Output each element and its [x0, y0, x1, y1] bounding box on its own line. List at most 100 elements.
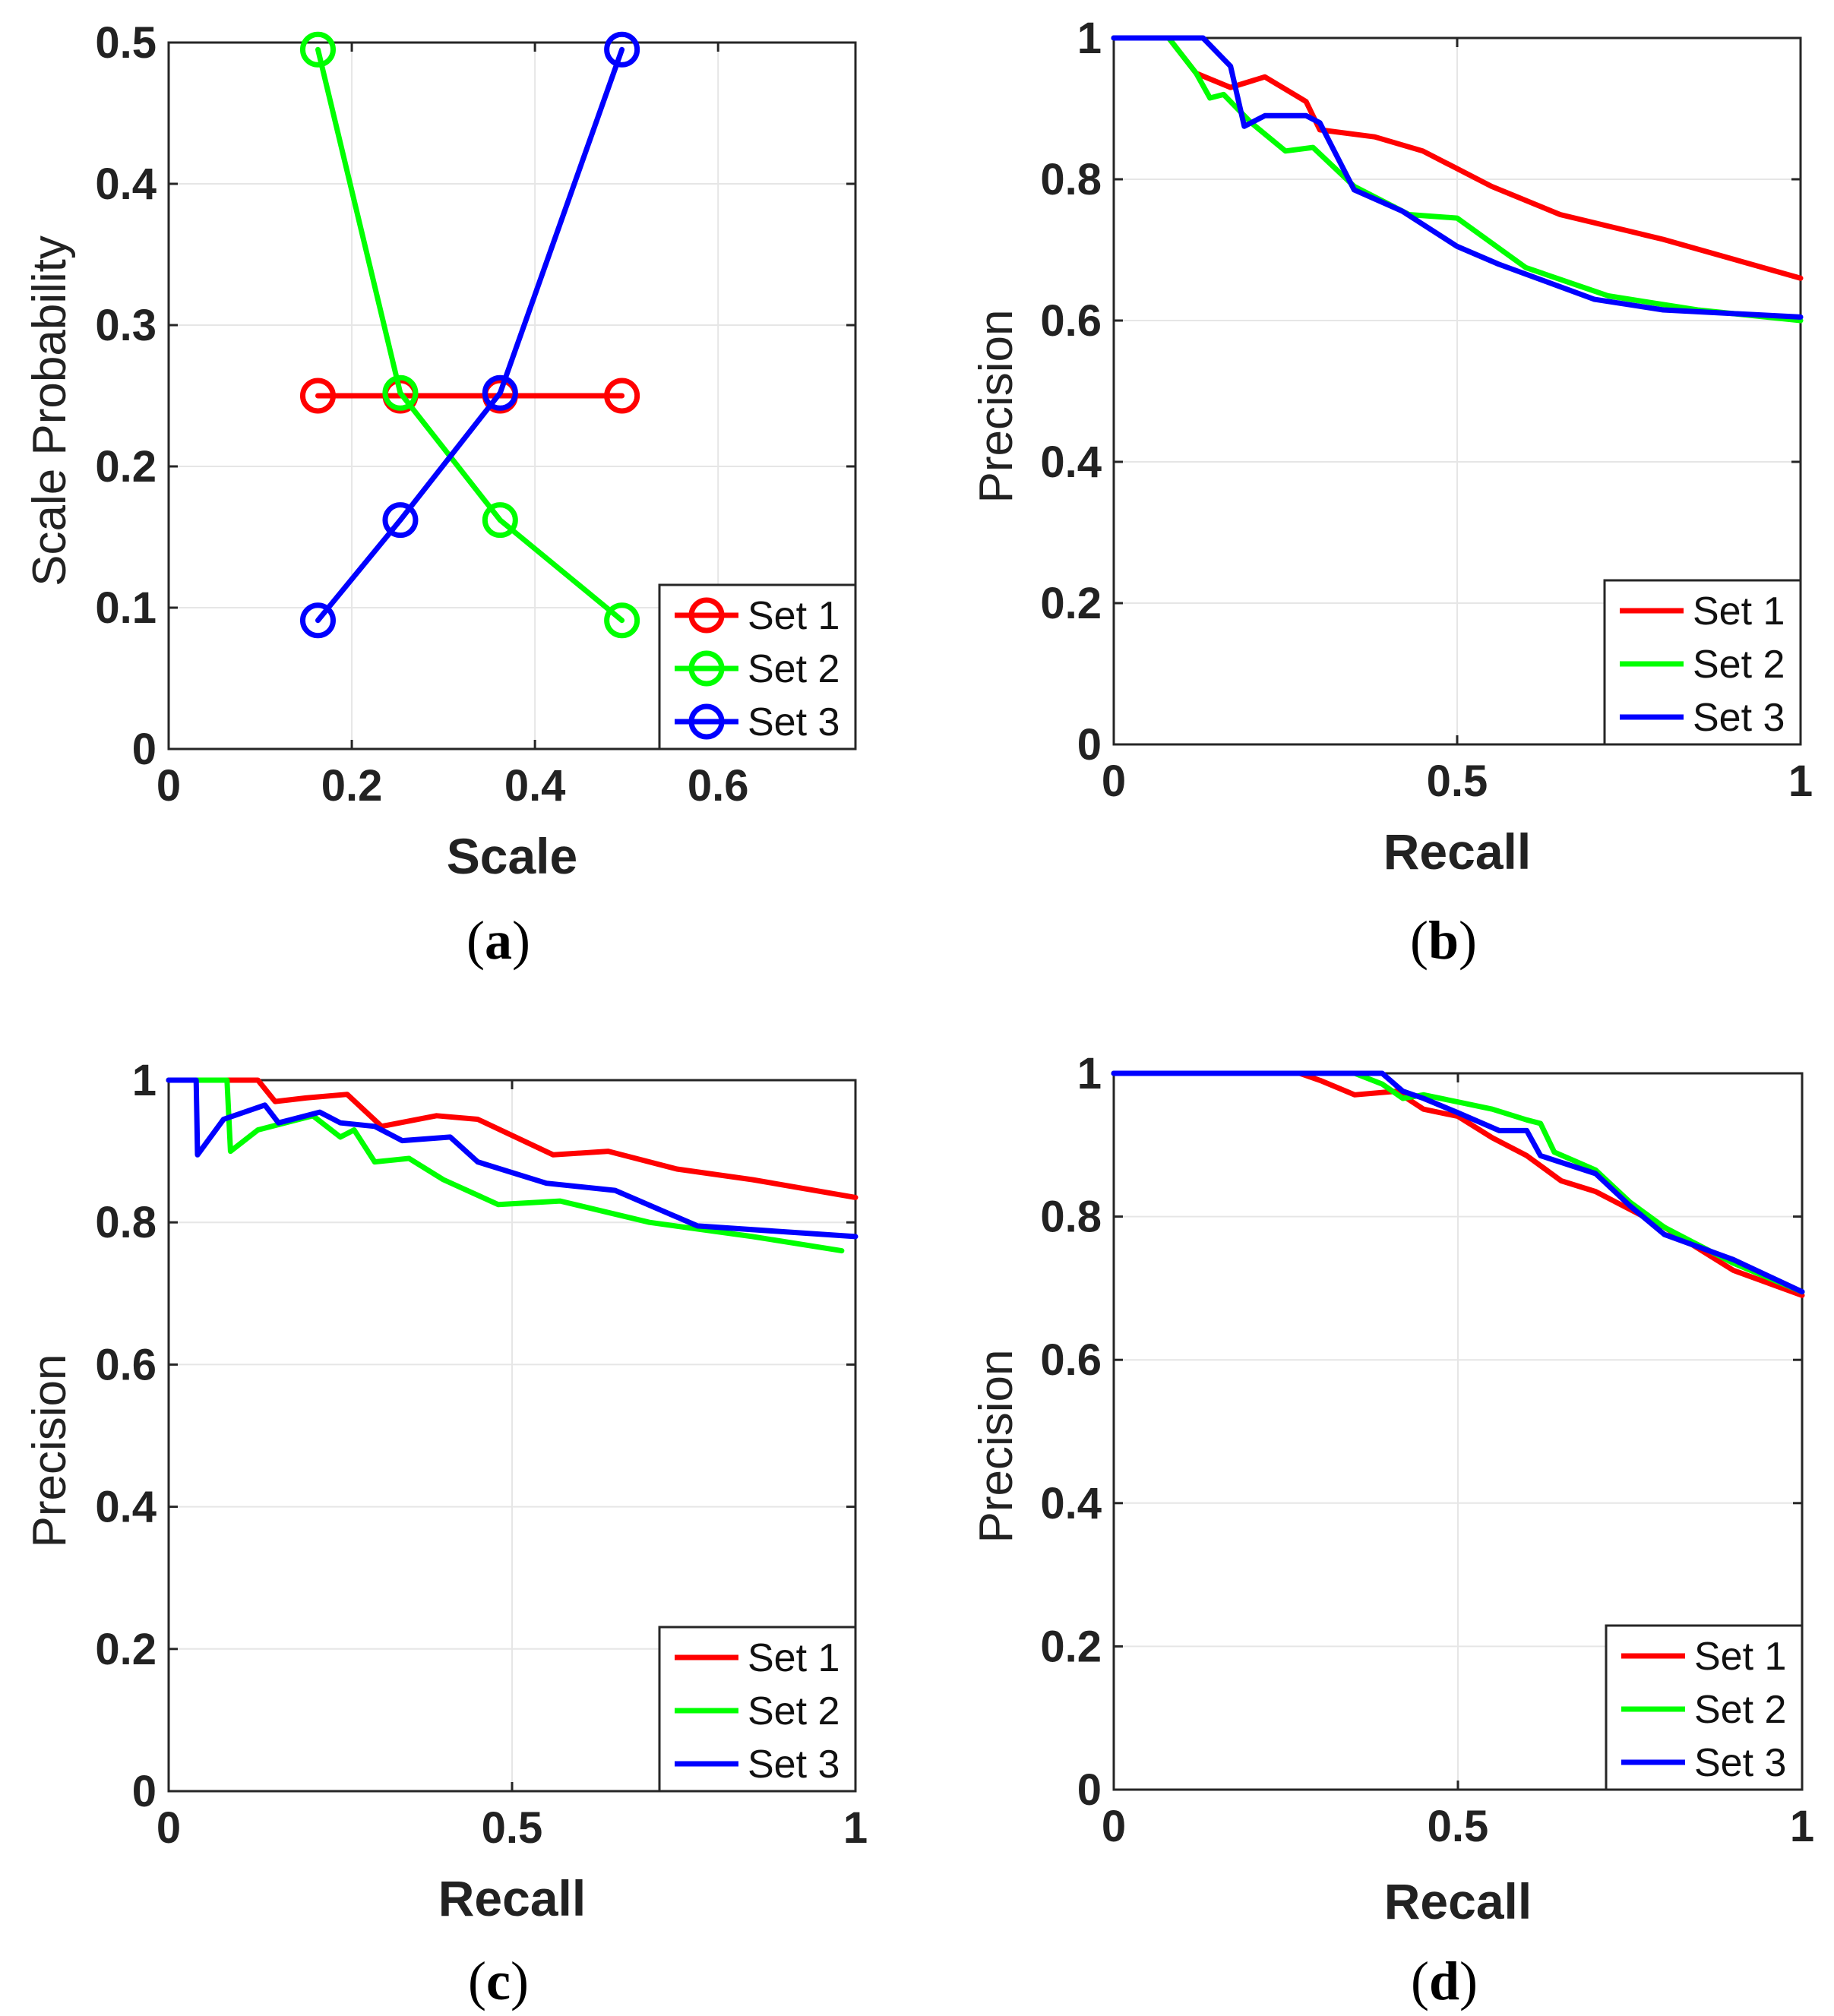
legend-label-set2: Set 2 — [1693, 643, 1785, 687]
series-line-set2 — [1111, 1070, 1805, 1295]
x-tick-label: 0.6 — [688, 761, 749, 811]
series-line-set3 — [315, 46, 625, 624]
y-axis-label: Precision — [24, 1354, 76, 1548]
data-point-set1 — [299, 378, 336, 414]
x-tick-label: 1 — [843, 1803, 868, 1853]
data-point-set2 — [382, 374, 419, 411]
y-tick-label: 0.2 — [1040, 579, 1102, 628]
caption-close-paren: ) — [511, 1951, 529, 2011]
x-tick-label: 0.4 — [504, 761, 566, 811]
legend: Set 1 Set 2 Set 3 — [1603, 579, 1802, 746]
y-tick-label: 1 — [132, 1056, 157, 1105]
series-line-set2 — [1111, 35, 1804, 324]
y-tick-label: 0 — [1077, 720, 1102, 769]
legend-label-set1: Set 1 — [1693, 589, 1785, 634]
data-point-set2 — [299, 31, 336, 68]
y-tick-label: 0.2 — [1040, 1622, 1102, 1671]
caption-close-paren: ) — [1459, 910, 1477, 971]
x-tick-label: 0.5 — [1427, 757, 1488, 806]
caption-close-paren: ) — [512, 910, 530, 971]
x-tick-label: 1 — [1788, 757, 1813, 806]
x-tick-label: 0 — [157, 761, 181, 811]
caption-open-paren: ( — [468, 1951, 486, 2011]
panel-caption: (b) — [1410, 910, 1477, 971]
data-point-set3 — [299, 602, 336, 639]
y-tick-label: 0 — [132, 725, 157, 774]
caption-open-paren: ( — [466, 910, 485, 971]
y-tick-label: 0.3 — [95, 301, 157, 350]
y-tick-label: 0.8 — [1040, 155, 1102, 204]
x-tick-label: 0 — [1102, 757, 1126, 806]
series-line-set2 — [166, 1077, 845, 1254]
legend-label-set2: Set 2 — [748, 647, 840, 691]
data-point-set1 — [604, 378, 640, 414]
x-tick-label: 1 — [1790, 1802, 1814, 1851]
legend-label-set2: Set 2 — [748, 1689, 840, 1733]
series-line-set3 — [1111, 1070, 1805, 1295]
y-axis-label: Precision — [970, 310, 1023, 504]
data-point-set3 — [604, 31, 640, 68]
x-tick-label: 0.2 — [321, 761, 383, 811]
y-tick-label: 0.4 — [95, 160, 157, 209]
legend-label-set2: Set 2 — [1694, 1688, 1786, 1732]
x-axis-label: Recall — [438, 1870, 586, 1926]
legend-label-set1: Set 1 — [748, 1636, 840, 1680]
legend: Set 1 Set 2 Set 3 — [658, 1626, 857, 1793]
y-tick-label: 0.2 — [95, 442, 157, 491]
panel-caption: (c) — [468, 1951, 529, 2011]
y-tick-label: 0.4 — [1040, 438, 1102, 487]
y-tick-label: 0.4 — [95, 1483, 157, 1532]
x-axis-label: Scale — [447, 828, 577, 884]
legend-label-set3: Set 3 — [1694, 1741, 1786, 1785]
y-tick-label: 0.1 — [95, 583, 157, 633]
caption-open-paren: ( — [1411, 1951, 1429, 2011]
y-tick-label: 0.8 — [1040, 1193, 1102, 1242]
caption-letter: b — [1428, 910, 1459, 971]
legend: Set 1 Set 2 Set 3 — [1605, 1624, 1804, 1791]
data-point-set3 — [482, 374, 518, 411]
y-tick-label: 1 — [1077, 14, 1102, 63]
data-point-set2 — [604, 602, 640, 639]
data-point-set2 — [482, 502, 518, 539]
legend-label-set3: Set 3 — [1693, 696, 1785, 740]
x-tick-label: 0 — [157, 1803, 181, 1853]
x-tick-label: 0.5 — [1428, 1802, 1489, 1851]
legend: Set 1 Set 2 Set 3 — [658, 583, 857, 750]
y-tick-label: 0.6 — [1040, 1335, 1102, 1385]
caption-open-paren: ( — [1410, 910, 1428, 971]
x-axis-label: Recall — [1383, 823, 1531, 880]
y-tick-label: 0.5 — [95, 18, 157, 68]
data-point-set3 — [382, 502, 419, 539]
caption-letter: a — [485, 910, 512, 971]
legend-label-set1: Set 1 — [748, 594, 840, 638]
caption-letter: d — [1429, 1951, 1459, 2011]
legend-label-set3: Set 3 — [748, 700, 840, 744]
y-tick-label: 0.6 — [1040, 296, 1102, 346]
y-tick-label: 0.4 — [1040, 1479, 1102, 1528]
y-tick-label: 0.2 — [95, 1625, 157, 1674]
panel-caption: (a) — [466, 910, 530, 971]
x-tick-label: 0 — [1102, 1802, 1126, 1851]
y-tick-label: 1 — [1077, 1049, 1102, 1098]
series-line-set1 — [166, 1077, 859, 1200]
y-tick-label: 0 — [1077, 1765, 1102, 1815]
y-axis-label: Precision — [970, 1350, 1023, 1544]
axes-frame — [167, 41, 857, 750]
y-tick-label: 0.6 — [95, 1340, 157, 1389]
chart-a: 0 0.2 0.4 0.6 0 0.1 0.2 0.3 0.4 0.5 Scale Scale Pro… — [24, 18, 857, 971]
series-line-set3 — [166, 1077, 859, 1240]
x-tick-label: 0.5 — [482, 1803, 543, 1853]
legend-marker-set2 — [688, 650, 725, 687]
legend-label-set1: Set 1 — [1694, 1635, 1786, 1679]
panel-caption: (d) — [1411, 1951, 1478, 2011]
legend-marker-set1 — [688, 597, 725, 634]
y-tick-label: 0 — [132, 1767, 157, 1816]
series-line-set3 — [1111, 35, 1804, 320]
legend-marker-set3 — [688, 703, 725, 740]
caption-letter: c — [486, 1951, 511, 2011]
caption-close-paren: ) — [1459, 1951, 1478, 2011]
